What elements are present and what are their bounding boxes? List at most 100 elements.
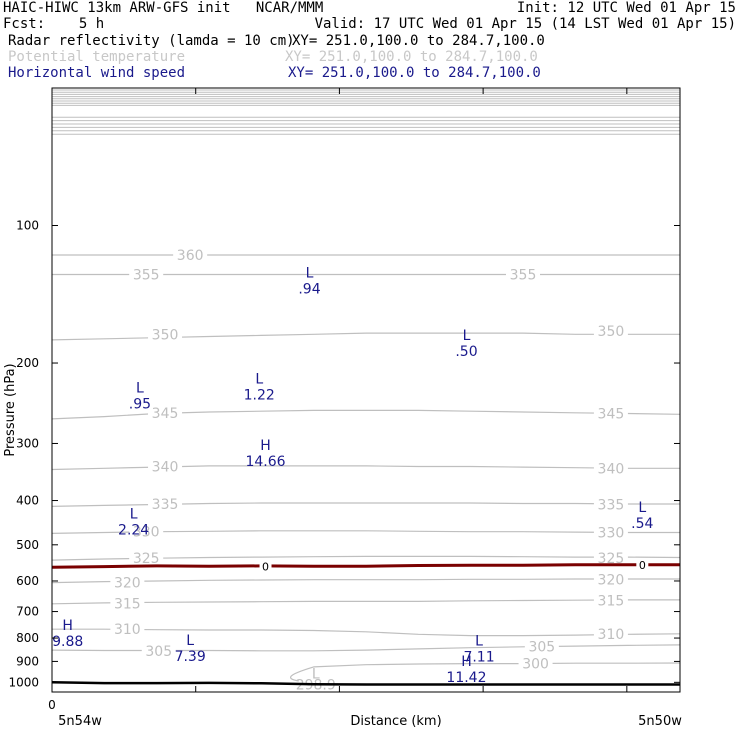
theta-label: 305 [145, 644, 172, 660]
y-tick-label: 1000 [8, 675, 39, 689]
wind-extremum-value: 1.22 [244, 388, 275, 404]
theta-label-bg [518, 655, 553, 671]
theta-label-bg [129, 266, 164, 282]
reflectivity-label-bg [636, 558, 649, 572]
y-tick-label: 900 [16, 654, 39, 668]
plot-frame [51, 87, 681, 693]
theta-label: 325 [133, 551, 160, 567]
wind-extremum-value: .94 [298, 282, 320, 298]
x-end-label-right: 5n50w [638, 714, 682, 729]
wind-extremum-marker: L [130, 507, 138, 523]
y-tick-label: 300 [16, 436, 39, 450]
wind-extremum-value: 11.42 [446, 670, 486, 686]
theta-label-bg [593, 405, 628, 421]
x-end-label-left: 5n54w [58, 714, 102, 729]
theta-label-bg [148, 458, 183, 474]
wind-extremum-marker: L [638, 500, 646, 516]
x-tick-label: 0 [48, 698, 56, 712]
y-tick-label: 100 [16, 219, 39, 233]
field-wind-xy: XY= 251.0,100.0 to 284.7,100.0 [288, 65, 541, 81]
init-time: Init: 12 UTC Wed 01 Apr 15 [516, 0, 736, 16]
theta-contour-335 [51, 502, 680, 507]
theta-label: 360 [177, 248, 204, 264]
field-reflectivity-label: Radar reflectivity (lamda = 10 cm) [8, 33, 295, 49]
reflectivity-label: 0 [262, 561, 269, 574]
theta-label: 320 [114, 576, 141, 592]
terrain-line [51, 681, 680, 686]
wind-extremum-marker: L [312, 666, 320, 682]
valid-time: Valid: 17 UTC Wed 01 Apr 15 (14 LST Wed … [314, 16, 736, 32]
y-tick-label: 700 [16, 605, 39, 619]
theta-contour-315 [51, 599, 680, 605]
wind-extremum-value: .54 [631, 516, 653, 532]
wind-extremum-value: 9.88 [52, 634, 83, 650]
theta-label-bg [110, 574, 145, 590]
theta-label: 320 [598, 573, 625, 589]
theta-contour-350 [51, 332, 680, 341]
theta-label: 310 [114, 622, 141, 638]
wind-extremum-value: 7.39 [175, 649, 206, 665]
theta-label-bg [593, 322, 628, 338]
theta-label-bg [141, 642, 176, 658]
wind-extremum-marker: L [255, 372, 263, 388]
theta-label-bg [593, 592, 628, 608]
wind-extremum-marker: L [475, 634, 483, 650]
wind-extremum-marker: L [186, 633, 194, 649]
y-tick-label: 600 [16, 574, 39, 588]
reflectivity-label: 0 [639, 559, 646, 572]
theta-label: 355 [510, 267, 537, 283]
theta-label: 345 [152, 406, 179, 422]
chart-title: HAIC-HIWC 13km ARW-GFS init NCAR/MMM [3, 0, 324, 16]
theta-label-bg [110, 595, 145, 611]
field-wind-label: Horizontal wind speed [8, 65, 186, 81]
theta-label: 310 [598, 627, 625, 643]
y-tick-label: 500 [16, 538, 39, 552]
theta-label-bg [593, 460, 628, 476]
theta-label-bg [173, 246, 208, 262]
theta-label-bg [110, 621, 145, 637]
theta-label-bg [148, 404, 183, 420]
theta-label: 355 [133, 267, 160, 283]
y-tick-label: 200 [16, 356, 39, 370]
theta-label: 340 [152, 460, 179, 476]
theta-label-bg [506, 266, 540, 282]
field-theta-label: Potential temperature [8, 49, 186, 65]
theta-label: 305 [528, 640, 555, 656]
theta-label: 325 [598, 551, 625, 567]
theta-contour-310 [52, 628, 681, 637]
theta-label: 350 [152, 327, 179, 343]
theta-label-bg [593, 571, 628, 587]
wind-extremum-marker: L [136, 380, 144, 396]
x-axis-label: Distance (km) [350, 714, 441, 729]
theta-label: 335 [152, 497, 179, 513]
y-axis-label: Pressure (hPa) [3, 363, 18, 456]
theta-label: 350 [598, 324, 625, 340]
theta-label: 315 [598, 593, 625, 609]
wind-extremum-marker: L [463, 328, 471, 344]
theta-label-bg [524, 638, 559, 654]
y-tick-label: 800 [16, 631, 39, 645]
theta-contour-320 [51, 578, 680, 584]
reflectivity-label-bg [259, 559, 272, 573]
wind-extremum-marker: H [62, 618, 73, 634]
theta-label: 315 [114, 596, 141, 612]
theta-label: 330 [598, 526, 625, 542]
theta-label-bg [593, 496, 628, 512]
field-theta-xy: XY= 251.0,100.0 to 284.7,100.0 [285, 49, 538, 65]
theta-label: 335 [598, 497, 625, 513]
wind-extremum-value: 2.24 [118, 523, 149, 539]
reflectivity-zero-contour [51, 563, 680, 569]
wind-extremum-marker: H [260, 438, 271, 454]
wind-extremum-value: 7.11 [463, 650, 494, 666]
theta-label-bg [593, 549, 628, 565]
wind-extremum-value: .95 [129, 396, 151, 412]
theta-label-bg [593, 524, 628, 540]
theta-label-bg [148, 326, 183, 342]
forecast-hour: Fcst: 5 h [3, 16, 105, 32]
theta-contour-300 [290, 662, 681, 684]
wind-extremum-value: 14.66 [245, 454, 285, 470]
theta-label: 300 [522, 657, 549, 673]
theta-label-bg [593, 625, 628, 641]
theta-label-bg [148, 495, 183, 511]
